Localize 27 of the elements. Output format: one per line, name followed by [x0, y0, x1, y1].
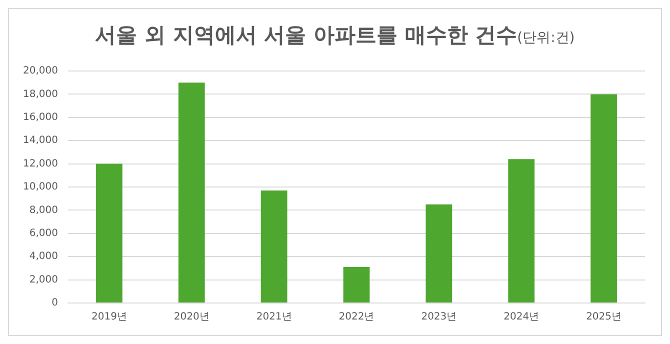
- bar: [508, 159, 535, 302]
- x-tick-label: 2021년: [256, 312, 292, 323]
- y-tick-label: 4,000: [29, 251, 58, 262]
- x-tick-label: 2023년: [421, 312, 457, 323]
- bar: [96, 164, 122, 302]
- bar: [178, 82, 205, 302]
- x-tick-label: 2022년: [338, 312, 374, 323]
- bar: [426, 204, 452, 302]
- y-tick-label: 12,000: [22, 158, 58, 170]
- y-tick-label: 14,000: [22, 135, 58, 146]
- chart-title: 서울 외 지역에서 서울 아파트를 매수한 건수: [95, 23, 518, 47]
- x-tick-label: 2024년: [504, 312, 540, 323]
- chart-subtitle: (단위:건): [517, 30, 575, 46]
- y-tick-label: 10,000: [22, 182, 58, 193]
- y-tick-label: 6,000: [29, 228, 58, 239]
- y-tick-label: 2,000: [29, 274, 58, 286]
- x-tick-label: 2019년: [91, 312, 127, 323]
- x-tick-label: 2025년: [586, 312, 622, 323]
- y-tick-label: 20,000: [22, 66, 58, 77]
- y-tick-label: 16,000: [22, 112, 58, 123]
- bar: [260, 190, 288, 302]
- x-tick-label: 2020년: [174, 312, 210, 323]
- y-tick-label: 0: [52, 298, 58, 309]
- bar: [590, 94, 617, 302]
- y-tick-label: 8,000: [29, 204, 58, 216]
- bar: [343, 267, 370, 302]
- y-tick-label: 18,000: [22, 88, 58, 100]
